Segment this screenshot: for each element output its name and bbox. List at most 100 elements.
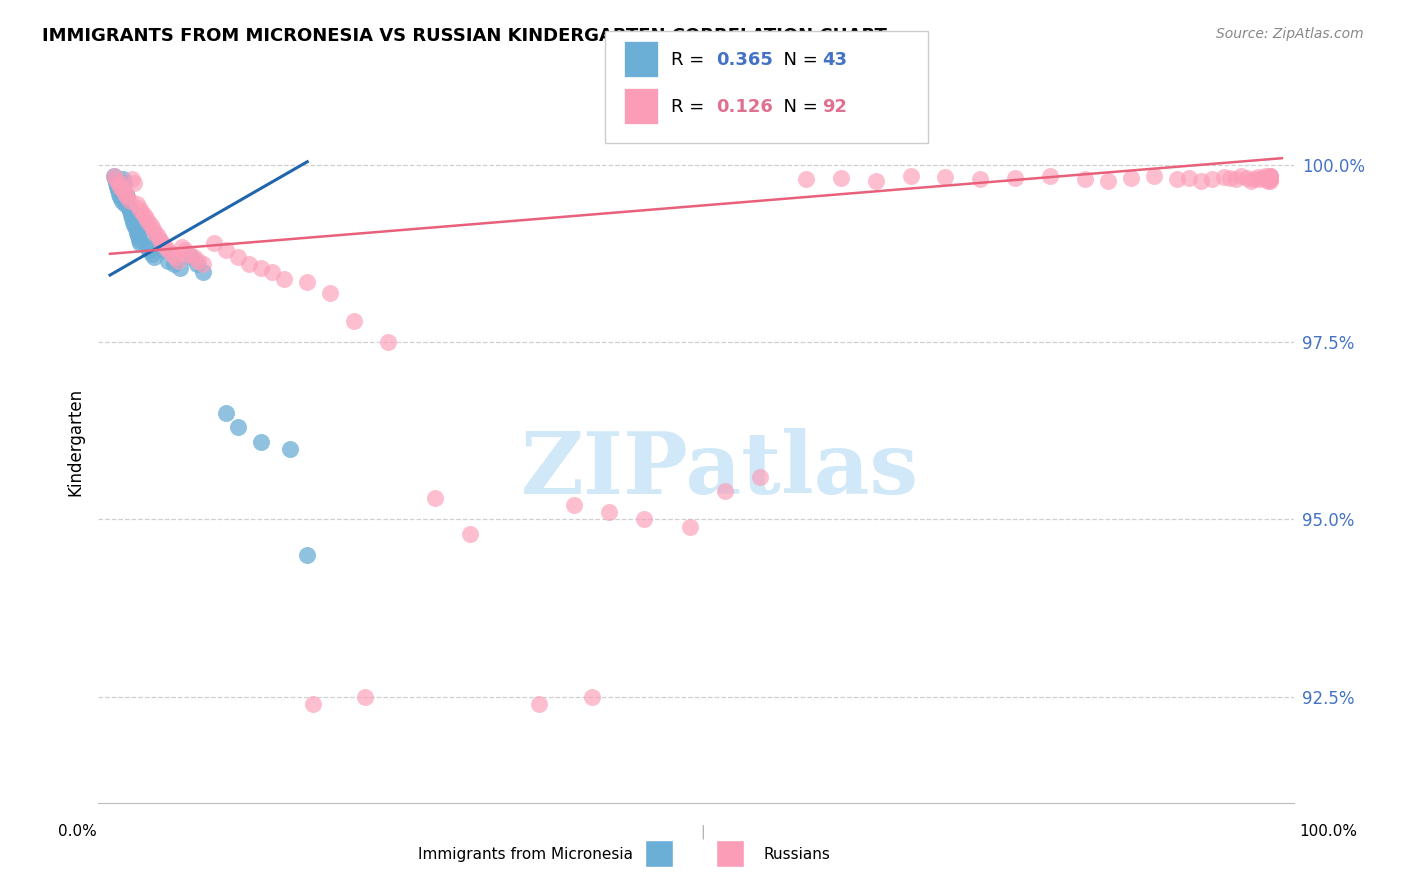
Text: 100.0%: 100.0%	[1299, 824, 1358, 838]
Point	[104, 172, 127, 186]
Point	[250, 260, 273, 275]
Point	[104, 176, 127, 190]
Point	[191, 264, 214, 278]
Point	[1258, 172, 1281, 186]
Text: |: |	[700, 824, 706, 838]
Point	[1225, 172, 1247, 186]
Point	[714, 484, 737, 499]
Point	[121, 211, 143, 226]
Point	[1189, 174, 1212, 188]
Point	[1219, 171, 1241, 186]
Point	[581, 690, 603, 704]
Point	[163, 257, 186, 271]
Point	[1258, 171, 1281, 186]
Point	[1253, 169, 1275, 183]
Point	[1258, 172, 1281, 186]
Point	[125, 226, 148, 240]
Point	[132, 208, 155, 222]
Point	[297, 275, 319, 289]
Point	[1249, 172, 1271, 186]
Point	[187, 253, 209, 268]
Text: N =: N =	[772, 51, 824, 69]
Point	[115, 186, 138, 201]
Point	[105, 179, 128, 194]
Point	[148, 233, 170, 247]
Point	[250, 434, 273, 449]
Text: 92: 92	[823, 98, 848, 116]
Point	[529, 697, 551, 711]
Point	[1178, 171, 1201, 186]
Point	[152, 244, 174, 258]
Point	[238, 257, 260, 271]
Text: R =: R =	[671, 98, 710, 116]
Point	[1119, 171, 1142, 186]
Point	[114, 197, 136, 211]
Point	[108, 186, 131, 201]
Point	[160, 247, 183, 261]
Point	[1258, 171, 1281, 186]
Point	[748, 470, 770, 484]
Point	[163, 251, 186, 265]
Point	[124, 219, 146, 233]
Point	[143, 251, 166, 265]
Point	[103, 169, 125, 183]
Text: 0.0%: 0.0%	[58, 824, 97, 838]
Point	[170, 240, 193, 254]
Point	[124, 176, 146, 190]
Point	[1039, 169, 1062, 183]
Text: N =: N =	[772, 98, 824, 116]
Point	[215, 244, 238, 258]
Point	[174, 244, 197, 258]
Point	[633, 512, 655, 526]
Point	[141, 247, 163, 261]
Point	[111, 172, 134, 186]
Point	[1258, 169, 1281, 183]
Point	[794, 172, 817, 186]
Point	[142, 222, 165, 236]
Point	[125, 197, 148, 211]
Point	[377, 335, 399, 350]
Point	[118, 204, 141, 219]
Point	[343, 314, 366, 328]
Point	[226, 251, 249, 265]
Y-axis label: Kindergarten: Kindergarten	[66, 387, 84, 496]
Text: Russians: Russians	[763, 847, 831, 862]
Point	[136, 240, 159, 254]
Point	[186, 257, 208, 271]
Point	[110, 179, 132, 194]
Point	[107, 183, 129, 197]
Point	[169, 260, 191, 275]
Text: IMMIGRANTS FROM MICRONESIA VS RUSSIAN KINDERGARTEN CORRELATION CHART: IMMIGRANTS FROM MICRONESIA VS RUSSIAN KI…	[42, 27, 887, 45]
Point	[177, 247, 200, 261]
Point	[458, 526, 481, 541]
Point	[107, 176, 129, 190]
Point	[1258, 169, 1281, 183]
Text: Immigrants from Micronesia: Immigrants from Micronesia	[418, 847, 633, 862]
Point	[128, 233, 150, 247]
Point	[121, 172, 143, 186]
Point	[128, 201, 150, 215]
Point	[138, 244, 160, 258]
Text: ZIPatlas: ZIPatlas	[520, 428, 920, 512]
Point	[180, 251, 202, 265]
Point	[117, 190, 139, 204]
Point	[934, 170, 956, 185]
Point	[114, 186, 136, 201]
Point	[1239, 174, 1261, 188]
Point	[204, 236, 226, 251]
Point	[1212, 170, 1234, 185]
Point	[104, 172, 127, 186]
Point	[112, 176, 135, 190]
Point	[129, 236, 152, 251]
Point	[1236, 171, 1258, 186]
Point	[830, 171, 852, 186]
Point	[1258, 174, 1281, 188]
Point	[135, 211, 157, 226]
Point	[1073, 172, 1095, 186]
Point	[111, 194, 134, 208]
Point	[262, 264, 284, 278]
Point	[1097, 174, 1119, 188]
Point	[103, 169, 125, 183]
Point	[1258, 171, 1281, 186]
Point	[118, 194, 141, 208]
